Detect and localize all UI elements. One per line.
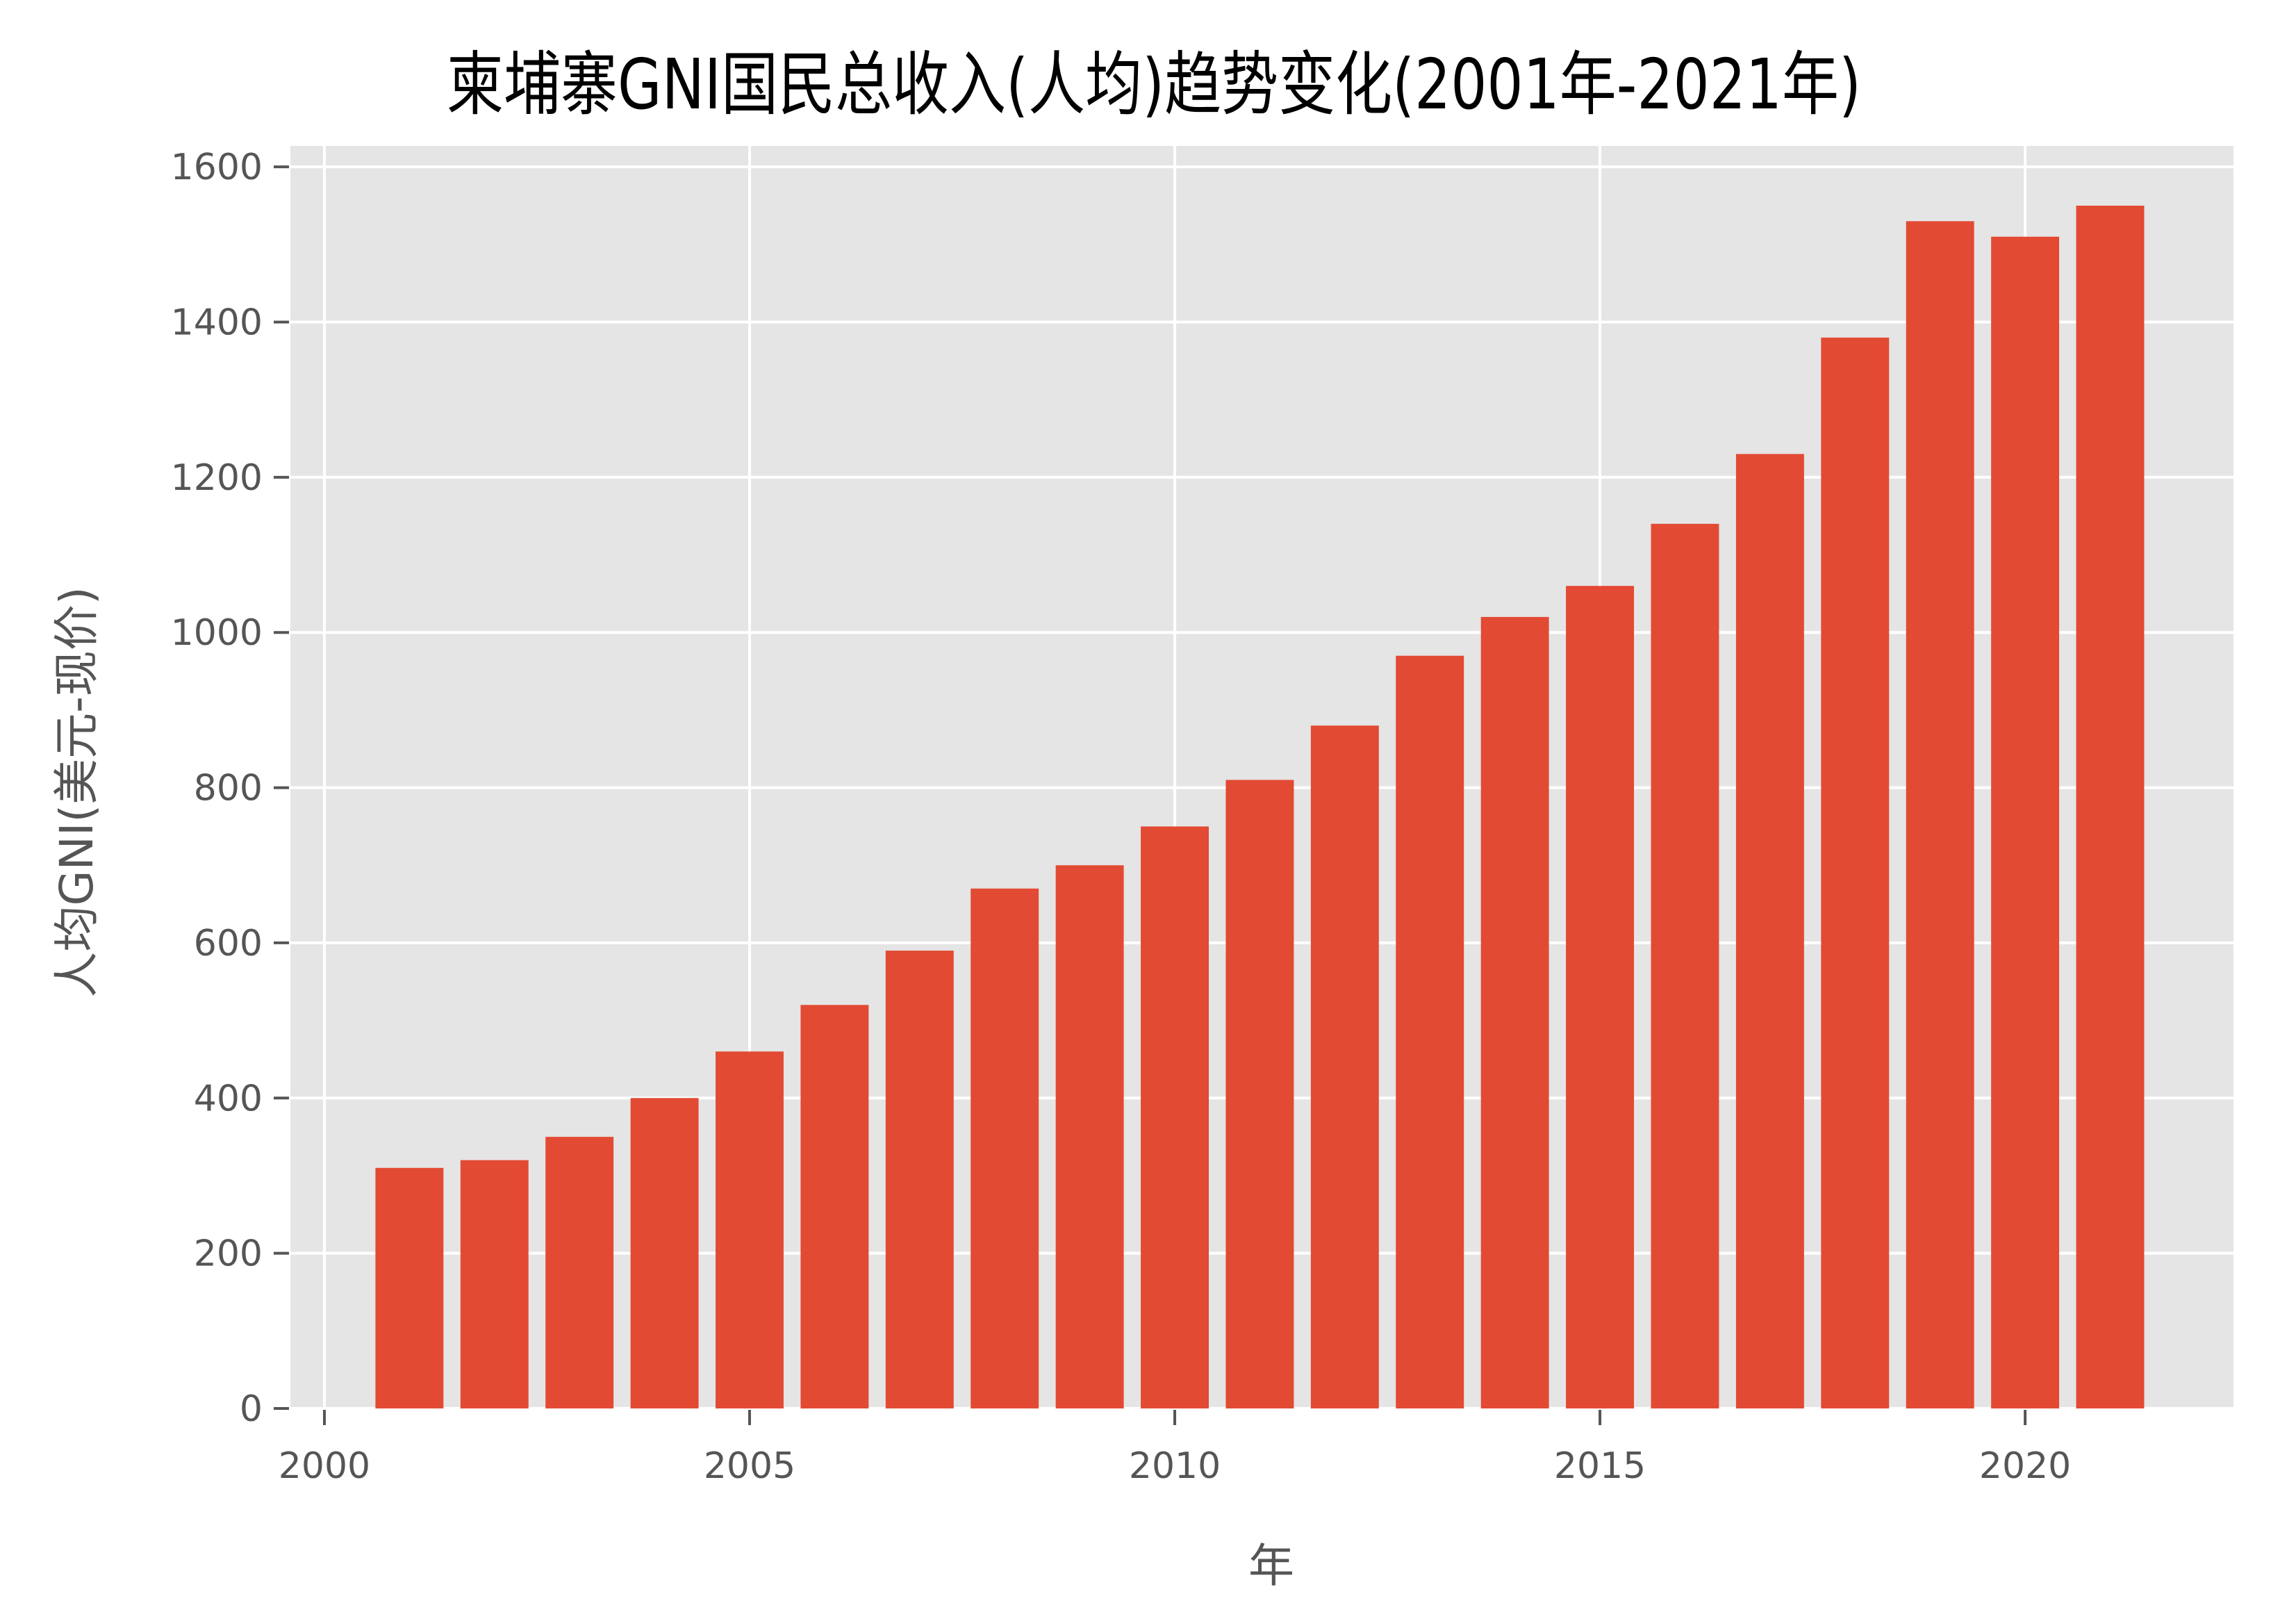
bar-2021 bbox=[2076, 205, 2145, 1409]
bar-2008 bbox=[971, 888, 1039, 1408]
bar-2014 bbox=[1480, 616, 1549, 1409]
bar-2007 bbox=[885, 951, 954, 1408]
y-tick-label: 1600 bbox=[171, 147, 263, 188]
bar-2001 bbox=[375, 1167, 444, 1408]
bar-2004 bbox=[630, 1098, 699, 1408]
y-tick-label: 1400 bbox=[171, 302, 263, 344]
bar-2003 bbox=[545, 1137, 614, 1408]
y-axis: 0 200 400 600 800 1000 1200 1400 1600 bbox=[171, 147, 289, 1430]
bar-2009 bbox=[1055, 865, 1124, 1408]
bar-2018 bbox=[1821, 337, 1890, 1409]
x-tick-label: 2005 bbox=[704, 1445, 795, 1487]
bar-2020 bbox=[1991, 236, 2060, 1408]
bar-2019 bbox=[1906, 221, 1974, 1408]
bar-2010 bbox=[1141, 826, 1209, 1408]
y-tick-label: 400 bbox=[194, 1078, 263, 1119]
y-tick-label: 0 bbox=[240, 1388, 263, 1430]
bar-2015 bbox=[1566, 586, 1635, 1408]
bar-2013 bbox=[1396, 655, 1464, 1408]
bars bbox=[375, 205, 2145, 1409]
bar-2016 bbox=[1651, 523, 1719, 1408]
bar-2012 bbox=[1310, 725, 1379, 1408]
x-tick-label: 2020 bbox=[1979, 1445, 2071, 1487]
bar-2005 bbox=[716, 1051, 784, 1408]
y-tick-label: 200 bbox=[194, 1233, 263, 1275]
y-tick-label: 1000 bbox=[171, 612, 263, 654]
y-tick-label: 600 bbox=[194, 923, 263, 964]
x-tick-label: 2015 bbox=[1554, 1445, 1646, 1487]
bar-2011 bbox=[1225, 780, 1294, 1408]
y-tick-label: 800 bbox=[194, 768, 263, 810]
bar-2006 bbox=[800, 1005, 869, 1408]
x-axis: 2000 2005 2010 2015 2020 bbox=[279, 1410, 2071, 1487]
bar-2017 bbox=[1735, 454, 1804, 1409]
chart-title: 柬埔寨GNI国民总收入(人均)趋势变化(2001年-2021年) bbox=[447, 44, 1862, 125]
y-tick-label: 1200 bbox=[171, 457, 263, 499]
x-axis-label: 年 bbox=[1248, 1539, 1294, 1593]
x-tick-label: 2000 bbox=[279, 1445, 370, 1487]
bar-2002 bbox=[460, 1160, 529, 1408]
x-tick-label: 2010 bbox=[1129, 1445, 1221, 1487]
